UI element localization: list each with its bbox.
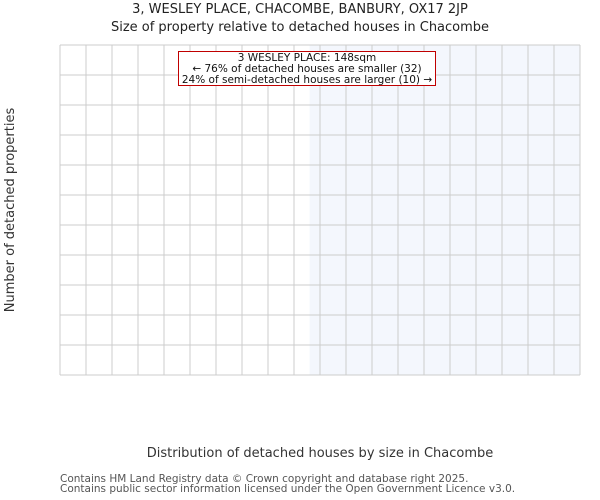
annotation-line-1: 3 WESLEY PLACE: 148sqm <box>237 52 377 64</box>
property-annotation-box: 3 WESLEY PLACE: 148sqm ← 76% of detached… <box>178 51 436 86</box>
grid-lines <box>59 44 581 376</box>
y-axis-label: Number of detached properties <box>3 108 18 313</box>
chart-title: 3, WESLEY PLACE, CHACOMBE, BANBURY, OX17… <box>132 2 468 17</box>
annotation-line-3: 24% of semi-detached houses are larger (… <box>181 74 433 86</box>
chart-subtitle: Size of property relative to detached ho… <box>110 20 490 35</box>
x-axis-label: Distribution of detached houses by size … <box>147 446 494 461</box>
footer-copyright: Contains HM Land Registry data © Crown c… <box>60 473 469 485</box>
footer-licence: Contains public sector information licen… <box>60 483 516 495</box>
larger-region-shading <box>309 45 580 375</box>
annotation-line-2: ← 76% of detached houses are smaller (32… <box>192 63 422 75</box>
